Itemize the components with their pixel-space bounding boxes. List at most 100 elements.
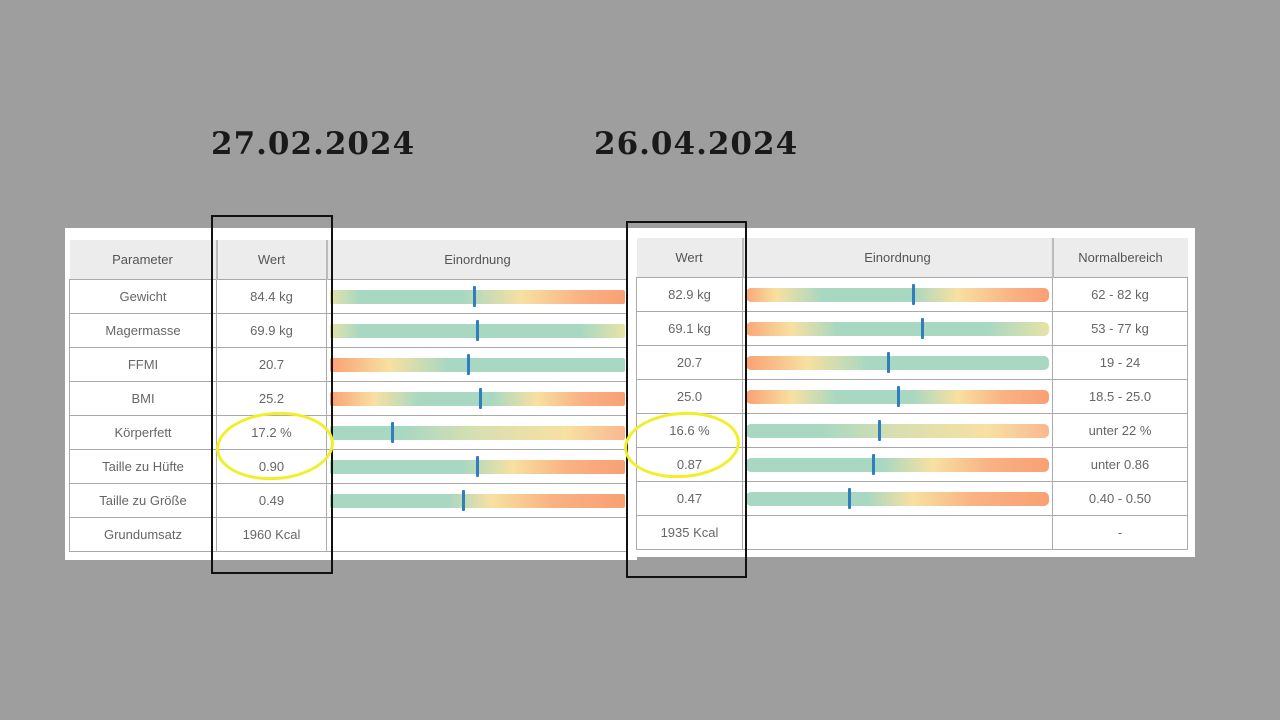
range-bar xyxy=(746,487,1049,509)
range-marker xyxy=(476,455,480,477)
range-bar xyxy=(746,317,1049,339)
parameter-cell: FFMI xyxy=(69,347,217,382)
einordnung-cell xyxy=(326,313,628,348)
wert-cell: 16.6 % xyxy=(636,413,743,448)
normalbereich-cell: 18.5 - 25.0 xyxy=(1052,379,1188,414)
normalbereich-cell: - xyxy=(1052,515,1188,550)
einordnung-cell xyxy=(742,379,1053,414)
range-marker xyxy=(887,351,891,373)
wert-cell: 0.87 xyxy=(636,447,743,482)
range-bar xyxy=(330,387,625,409)
wert-cell: 1935 Kcal xyxy=(636,515,743,550)
wert-cell: 17.2 % xyxy=(216,415,327,450)
range-marker xyxy=(467,353,471,375)
einordnung-cell xyxy=(742,413,1053,448)
table-row: Gewicht 84.4 kg xyxy=(69,279,628,314)
table-row: 1935 Kcal - xyxy=(636,515,1188,550)
table-row: 69.1 kg 53 - 77 kg xyxy=(636,311,1188,346)
range-bar xyxy=(330,319,625,341)
parameter-cell: Gewicht xyxy=(69,279,217,314)
einordnung-cell xyxy=(742,481,1053,516)
table-left: Parameter Wert Einordnung Gewicht 84.4 kg… xyxy=(69,240,628,552)
range-marker xyxy=(473,285,477,307)
wert-cell: 0.47 xyxy=(636,481,743,516)
table-row: Taille zu Größe 0.49 xyxy=(69,483,628,518)
header-normalbereich: Normalbereich xyxy=(1052,238,1188,278)
table-row: 0.47 0.40 - 0.50 xyxy=(636,481,1188,516)
einordnung-cell xyxy=(326,415,628,450)
range-bar xyxy=(746,385,1049,407)
normalbereich-cell: unter 0.86 xyxy=(1052,447,1188,482)
normalbereich-cell: 62 - 82 kg xyxy=(1052,277,1188,312)
range-marker xyxy=(461,489,465,511)
range-bar xyxy=(746,283,1049,305)
wert-cell: 82.9 kg xyxy=(636,277,743,312)
range-bar xyxy=(746,419,1049,441)
einordnung-cell xyxy=(326,279,628,314)
table-right: Wert Einordnung Normalbereich 82.9 kg 62 … xyxy=(636,238,1188,550)
highlight-frame-right xyxy=(626,221,747,578)
normalbereich-cell: unter 22 % xyxy=(1052,413,1188,448)
einordnung-cell xyxy=(742,277,1053,312)
range-marker xyxy=(848,487,852,509)
einordnung-cell xyxy=(742,447,1053,482)
parameter-cell: Magermasse xyxy=(69,313,217,348)
range-bar xyxy=(746,453,1049,475)
normalbereich-cell: 53 - 77 kg xyxy=(1052,311,1188,346)
highlight-frame-left xyxy=(211,215,333,574)
table-row: 16.6 % unter 22 % xyxy=(636,413,1188,448)
range-marker xyxy=(479,387,483,409)
wert-cell: 1960 Kcal xyxy=(216,517,327,552)
range-bar xyxy=(330,455,625,477)
table-row: Magermasse 69.9 kg xyxy=(69,313,628,348)
header-parameter: Parameter xyxy=(69,240,218,280)
range-bar xyxy=(330,421,625,443)
table-row: FFMI 20.7 xyxy=(69,347,628,382)
einordnung-cell xyxy=(326,483,628,518)
table-row: Körperfett 17.2 % xyxy=(69,415,628,450)
range-bar xyxy=(746,351,1049,373)
einordnung-cell xyxy=(742,515,1053,550)
range-marker xyxy=(872,453,876,475)
parameter-cell: Taille zu Hüfte xyxy=(69,449,217,484)
table-panel-left: Parameter Wert Einordnung Gewicht 84.4 kg… xyxy=(65,228,637,560)
normalbereich-cell: 0.40 - 0.50 xyxy=(1052,481,1188,516)
wert-cell: 25.2 xyxy=(216,381,327,416)
parameter-cell: Taille zu Größe xyxy=(69,483,217,518)
header-einordnung: Einordnung xyxy=(742,238,1054,278)
range-marker xyxy=(878,419,882,441)
wert-cell: 69.1 kg xyxy=(636,311,743,346)
wert-cell: 20.7 xyxy=(636,345,743,380)
range-marker xyxy=(896,385,900,407)
range-bar xyxy=(330,285,625,307)
normalbereich-cell: 19 - 24 xyxy=(1052,345,1188,380)
wert-cell: 25.0 xyxy=(636,379,743,414)
table-row: BMI 25.2 xyxy=(69,381,628,416)
header-wert: Wert xyxy=(636,238,744,278)
table-row: 25.0 18.5 - 25.0 xyxy=(636,379,1188,414)
wert-cell: 84.4 kg xyxy=(216,279,327,314)
table-row: 82.9 kg 62 - 82 kg xyxy=(636,277,1188,312)
einordnung-cell xyxy=(326,449,628,484)
parameter-cell: BMI xyxy=(69,381,217,416)
date-left: 27.02.2024 xyxy=(211,126,416,162)
range-bar xyxy=(330,353,625,375)
table-row: Taille zu Hüfte 0.90 xyxy=(69,449,628,484)
einordnung-cell xyxy=(326,347,628,382)
parameter-cell: Körperfett xyxy=(69,415,217,450)
einordnung-cell xyxy=(326,517,628,552)
header-einordnung: Einordnung xyxy=(326,240,628,280)
table-row: 0.87 unter 0.86 xyxy=(636,447,1188,482)
einordnung-cell xyxy=(326,381,628,416)
table-row: Grundumsatz 1960 Kcal xyxy=(69,517,628,552)
range-marker xyxy=(920,317,924,339)
table-row: 20.7 19 - 24 xyxy=(636,345,1188,380)
wert-cell: 0.49 xyxy=(216,483,327,518)
range-marker xyxy=(476,319,480,341)
parameter-cell: Grundumsatz xyxy=(69,517,217,552)
range-marker xyxy=(911,283,915,305)
date-right: 26.04.2024 xyxy=(594,126,799,162)
einordnung-cell xyxy=(742,311,1053,346)
range-marker xyxy=(390,421,394,443)
wert-cell: 69.9 kg xyxy=(216,313,327,348)
